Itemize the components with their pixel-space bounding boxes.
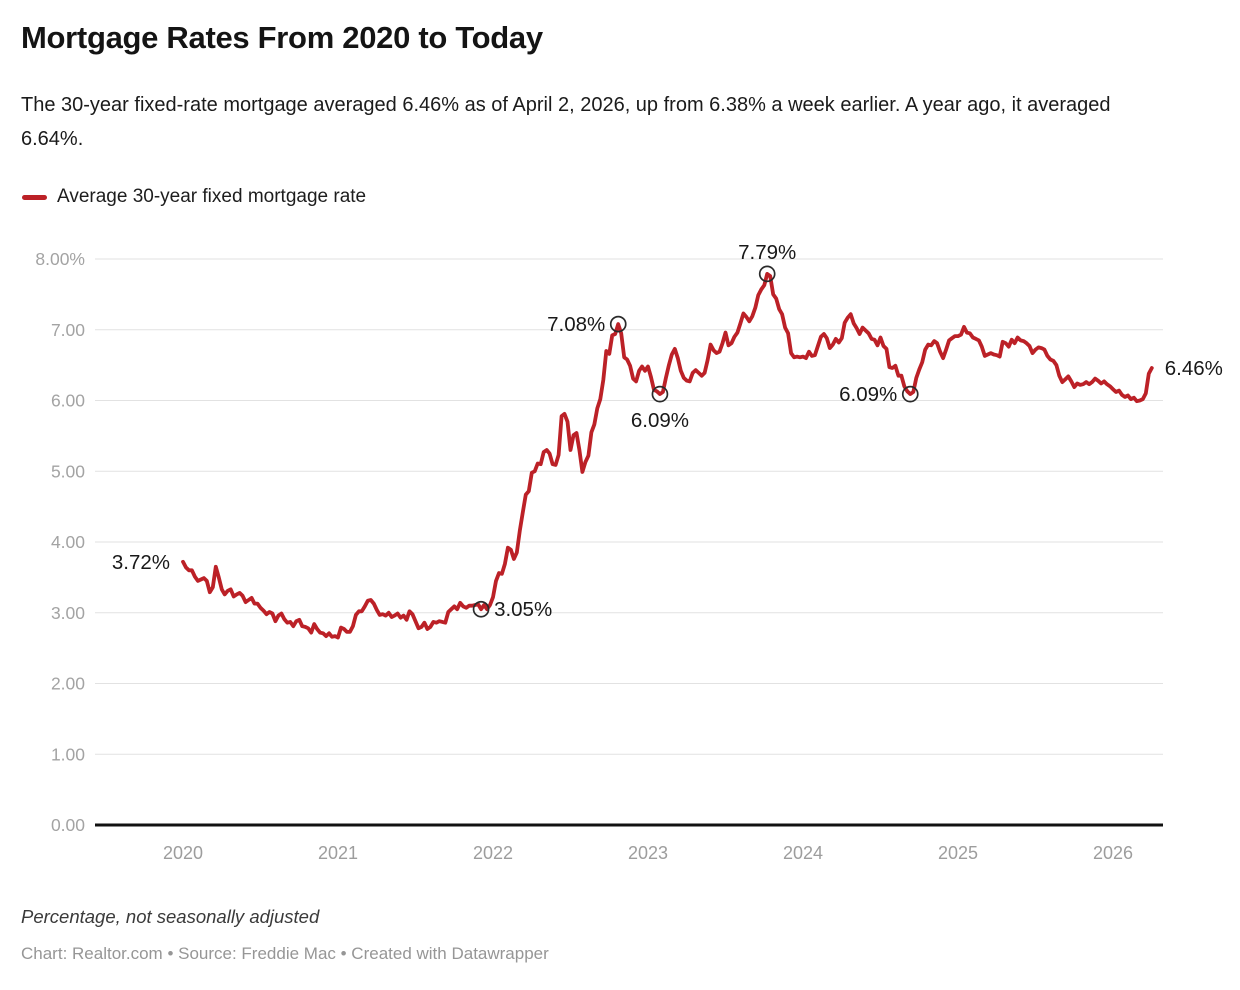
data-point-marker [758, 265, 776, 283]
x-axis-label: 2020 [163, 843, 203, 863]
chart-subtitle: The 30-year fixed-rate mortgage averaged… [21, 94, 1111, 150]
x-axis-label: 2023 [628, 843, 668, 863]
page-title: Mortgage Rates From 2020 to Today [21, 20, 543, 55]
chart-note: Percentage, not seasonally adjusted [21, 906, 320, 927]
data-point-marker [472, 600, 490, 618]
y-axis-label: 8.00% [35, 249, 85, 269]
legend: Average 30-year fixed mortgage rate [22, 186, 366, 208]
legend-line-swatch-icon [22, 194, 47, 200]
y-axis-label: 4.00 [51, 532, 85, 552]
annotation-label: 6.46% [1165, 357, 1223, 380]
x-axis-label: 2025 [938, 843, 978, 863]
x-axis-label: 2024 [783, 843, 823, 863]
legend-label: Average 30-year fixed mortgage rate [57, 186, 367, 207]
x-axis-label: 2022 [473, 843, 513, 863]
data-point-marker [609, 315, 627, 333]
annotation-label: 7.08% [547, 313, 605, 336]
annotation-label: 3.05% [494, 598, 552, 621]
rate-line [181, 272, 1154, 640]
y-axis-label: 2.00 [51, 674, 85, 694]
annotation-label: 7.79% [738, 241, 796, 264]
chart-credits: Chart: Realtor.com • Source: Freddie Mac… [21, 944, 549, 963]
y-axis-label: 3.00 [51, 603, 85, 623]
y-axis-label: 5.00 [51, 461, 85, 481]
annotation-label: 3.72% [112, 551, 170, 574]
data-point-marker [901, 385, 919, 403]
y-axis-label: 6.00 [51, 391, 85, 411]
y-axis-label: 1.00 [51, 744, 85, 764]
y-axis-label: 7.00 [51, 320, 85, 340]
y-axis-label: 0.00 [51, 815, 85, 835]
annotation-label: 6.09% [839, 383, 897, 406]
data-point-marker [651, 385, 669, 403]
x-axis-label: 2021 [318, 843, 358, 863]
x-axis-label: 2026 [1093, 843, 1133, 863]
annotation-label: 6.09% [631, 409, 689, 432]
